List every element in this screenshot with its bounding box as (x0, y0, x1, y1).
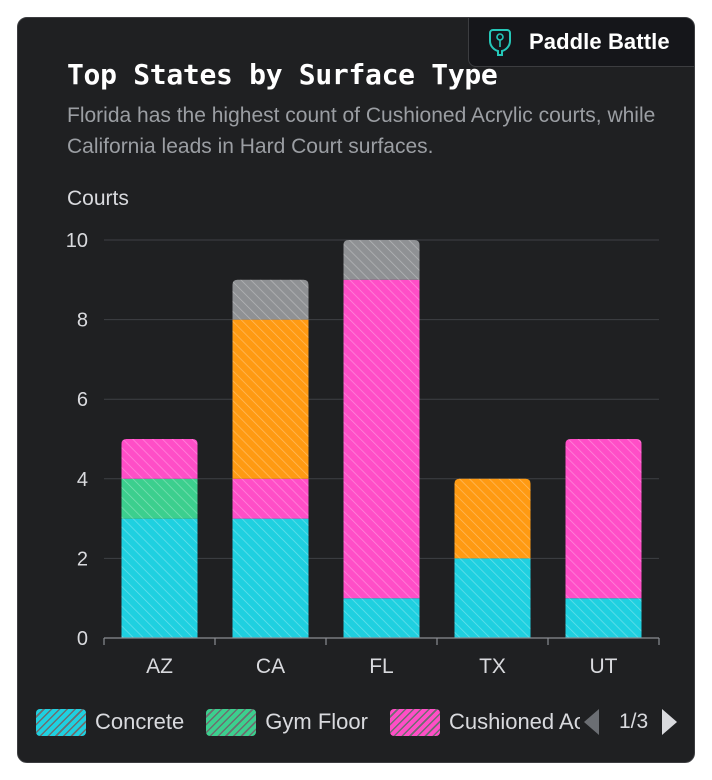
x-tick-label: AZ (146, 655, 173, 678)
y-tick-label: 0 (77, 628, 88, 650)
y-tick-label: 8 (77, 310, 88, 332)
x-tick-label: CA (256, 655, 285, 678)
chart-card: Paddle Battle Top States by Surface Type… (17, 17, 695, 763)
legend-next-button[interactable] (658, 707, 680, 737)
bar-segment[interactable] (121, 518, 198, 638)
triangle-left-icon (584, 709, 599, 735)
x-tick-label: UT (590, 655, 618, 678)
y-tick-label: 10 (66, 230, 88, 252)
legend-item[interactable]: Gym Floor (206, 708, 368, 736)
bar-segment[interactable] (343, 598, 420, 638)
y-tick-label: 4 (77, 469, 88, 491)
stacked-bar-chart: Courts 0 2 4 6 8 10 AZ CA FL TX UT (66, 187, 660, 678)
bar-segment[interactable] (343, 240, 420, 280)
y-axis-label: Courts (67, 187, 129, 210)
legend-label: Concrete (95, 709, 185, 734)
bar-segment[interactable] (454, 478, 531, 559)
brand-badge: Paddle Battle (468, 18, 694, 67)
bar-segment[interactable] (232, 279, 309, 320)
legend-swatch (389, 708, 440, 736)
y-tick-label: 2 (77, 548, 88, 570)
bar-segment[interactable] (343, 279, 420, 599)
y-tick-label: 6 (77, 389, 88, 411)
bar-segment[interactable] (565, 439, 642, 599)
bar-segment[interactable] (454, 558, 531, 638)
bar-segment[interactable] (232, 478, 309, 519)
legend-swatch (36, 708, 86, 736)
legend-item[interactable]: Cushioned Acrylic (389, 708, 580, 736)
bar-segment[interactable] (121, 439, 198, 479)
legend-page-indicator: 1/3 (619, 710, 649, 733)
legend-item[interactable]: Concrete (36, 708, 185, 736)
bar-segment[interactable] (121, 478, 198, 519)
x-tick-label: FL (369, 655, 394, 678)
chart-title: Top States by Surface Type (67, 58, 498, 91)
legend-pager: 1/3 (581, 704, 691, 740)
legend-label: Gym Floor (265, 709, 368, 734)
bar-segment[interactable] (232, 319, 309, 479)
chart-legend: Concrete Gym Floor Cushioned Acrylic (36, 704, 580, 740)
brand-name: Paddle Battle (529, 29, 670, 54)
bar-segment[interactable] (232, 518, 309, 638)
x-tick-label: TX (479, 655, 506, 678)
triangle-right-icon (662, 709, 678, 735)
legend-label: Cushioned Acrylic (448, 709, 580, 734)
legend-swatch (206, 708, 257, 736)
chart-subtitle: Florida has the highest count of Cushion… (67, 104, 656, 158)
paddle-icon (489, 29, 511, 56)
bar-segment[interactable] (565, 598, 642, 638)
legend-prev-button[interactable] (581, 707, 603, 737)
